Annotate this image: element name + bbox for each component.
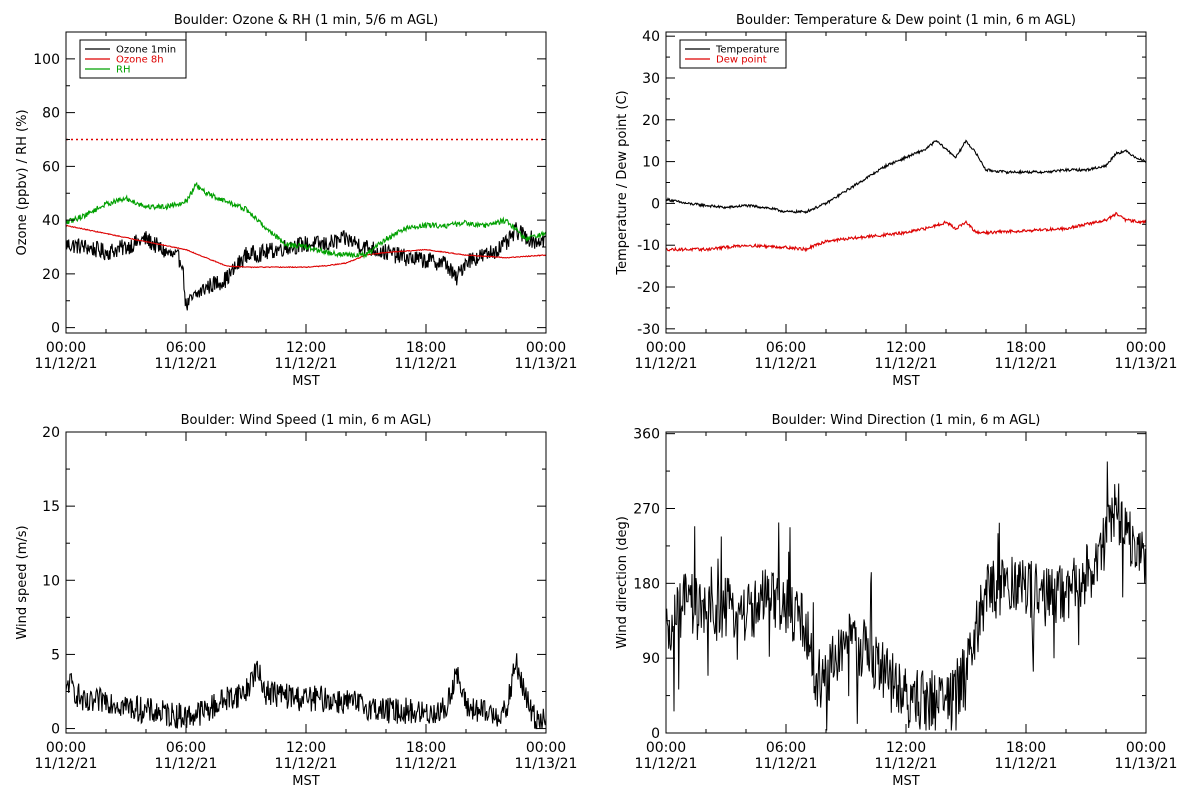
x-tick-time: 00:00 [46, 740, 86, 756]
series-line-trace-0 [66, 653, 546, 728]
y-tick-label: 40 [642, 29, 660, 45]
x-tick-time: 12:00 [886, 340, 926, 356]
x-tick-date: 11/12/21 [35, 756, 98, 772]
y-tick-label: 5 [51, 647, 60, 663]
x-tick-date: 11/12/21 [875, 756, 938, 772]
y-tick-label: 0 [651, 196, 660, 212]
plot-area [66, 140, 546, 311]
x-tick-date: 11/13/21 [1115, 756, 1178, 772]
y-tick-label: 15 [42, 499, 60, 515]
x-tick-date: 11/12/21 [155, 756, 218, 772]
series-line-ozone-1min [66, 222, 546, 310]
y-axis-label: Wind speed (m/s) [15, 525, 30, 639]
x-tick-time: 00:00 [526, 340, 566, 356]
y-tick-label: 90 [642, 651, 660, 667]
x-tick-date: 11/12/21 [635, 756, 698, 772]
x-tick-date: 11/12/21 [875, 356, 938, 372]
x-tick-date: 11/12/21 [395, 756, 458, 772]
y-tick-label: 0 [51, 722, 60, 738]
x-tick-time: 06:00 [166, 740, 206, 756]
x-tick-time: 06:00 [766, 340, 806, 356]
x-tick-time: 12:00 [886, 740, 926, 756]
x-tick-date: 11/12/21 [995, 356, 1058, 372]
x-tick-time: 00:00 [1126, 740, 1166, 756]
y-axis-label: Wind direction (deg) [615, 516, 630, 649]
x-axis-label: MST [292, 374, 319, 389]
panel-wind-speed: Boulder: Wind Speed (1 min, 6 m AGL) 0 5 10… [15, 413, 577, 789]
x-tick-time: 18:00 [1006, 340, 1046, 356]
y-axis-label: Ozone (ppbv) / RH (%) [15, 109, 30, 255]
x-axis-label: MST [892, 774, 919, 789]
series-line-rh [66, 183, 546, 258]
x-tick-time: 06:00 [166, 340, 206, 356]
y-tick-label: 0 [51, 321, 60, 337]
chart-title: Boulder: Temperature & Dew point (1 min,… [736, 13, 1076, 28]
y-tick-label: 20 [642, 113, 660, 129]
chart-title: Boulder: Ozone & RH (1 min, 5/6 m AGL) [174, 13, 438, 28]
x-tick-date: 11/12/21 [395, 356, 458, 372]
y-axis-label: Temperature / Dew point (C) [615, 90, 630, 275]
y-tick-label: 20 [42, 425, 60, 441]
chart-title: Boulder: Wind Direction (1 min, 6 m AGL) [772, 413, 1041, 428]
y-tick-label: 20 [42, 267, 60, 283]
x-tick-date: 11/12/21 [755, 356, 818, 372]
x-tick-date: 11/12/21 [275, 756, 338, 772]
x-axis-label: MST [292, 774, 319, 789]
x-tick-time: 18:00 [1006, 740, 1046, 756]
x-tick-time: 12:00 [286, 340, 326, 356]
y-tick-label: 60 [42, 159, 60, 175]
x-tick-time: 00:00 [526, 740, 566, 756]
y-tick-label: -10 [637, 238, 660, 254]
series-line-temperature [666, 141, 1146, 213]
plot-area [66, 653, 546, 728]
y-tick-label: 270 [633, 501, 660, 517]
x-tick-time: 12:00 [286, 740, 326, 756]
y-tick-label: 100 [33, 52, 60, 68]
series-line-dew-point [666, 213, 1146, 251]
y-tick-label: 40 [42, 213, 60, 229]
x-tick-time: 18:00 [406, 340, 446, 356]
chart-title: Boulder: Wind Speed (1 min, 6 m AGL) [181, 413, 432, 428]
plot-frame [666, 32, 1146, 333]
plot-frame [66, 432, 546, 733]
x-tick-date: 11/12/21 [635, 356, 698, 372]
x-tick-time: 06:00 [766, 740, 806, 756]
y-tick-label: 10 [642, 155, 660, 171]
y-tick-label: 180 [633, 576, 660, 592]
plot-area [666, 141, 1146, 251]
x-axis-label: MST [892, 374, 919, 389]
x-tick-date: 11/13/21 [515, 356, 578, 372]
y-tick-label: 360 [633, 427, 660, 443]
series-line-trace-0 [666, 462, 1146, 731]
x-tick-time: 00:00 [646, 340, 686, 356]
x-tick-date: 11/12/21 [35, 356, 98, 372]
x-tick-time: 00:00 [46, 340, 86, 356]
y-tick-label: 30 [642, 71, 660, 87]
y-tick-label: 10 [42, 573, 60, 589]
legend-label: Dew point [716, 55, 767, 66]
x-tick-time: 00:00 [1126, 340, 1166, 356]
x-tick-date: 11/12/21 [995, 756, 1058, 772]
plot-area [666, 462, 1146, 731]
y-tick-label: -30 [637, 322, 660, 338]
panel-wind-direction: Boulder: Wind Direction (1 min, 6 m AGL)… [615, 413, 1177, 789]
x-tick-time: 18:00 [406, 740, 446, 756]
legend-label: RH [116, 65, 130, 76]
panel-ozone-rh: Boulder: Ozone & RH (1 min, 5/6 m AGL) 0 2… [15, 13, 577, 389]
figure: Boulder: Ozone & RH (1 min, 5/6 m AGL) 0 2… [0, 0, 1200, 800]
panel-temp-dewpoint: Boulder: Temperature & Dew point (1 min,… [615, 13, 1177, 389]
x-tick-date: 11/12/21 [755, 756, 818, 772]
x-tick-date: 11/13/21 [515, 756, 578, 772]
y-tick-label: 80 [42, 106, 60, 122]
x-tick-date: 11/13/21 [1115, 356, 1178, 372]
x-tick-date: 11/12/21 [155, 356, 218, 372]
x-tick-date: 11/12/21 [275, 356, 338, 372]
y-tick-label: -20 [637, 280, 660, 296]
x-tick-time: 00:00 [646, 740, 686, 756]
